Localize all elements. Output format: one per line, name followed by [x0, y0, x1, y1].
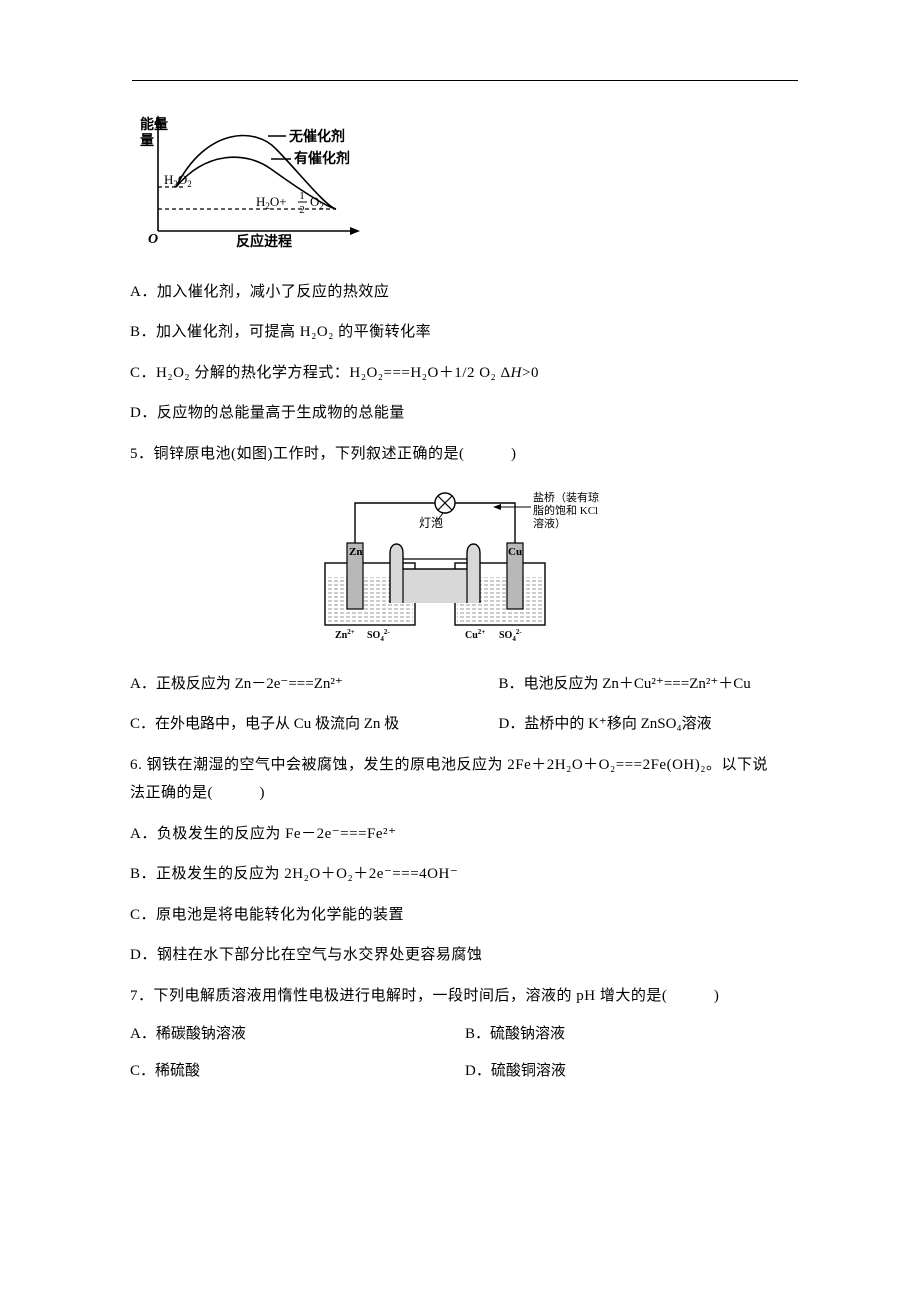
q6-opt-b: B．正极发生的反应为 2H₂O＋O₂＋2e⁻===4OH⁻	[130, 863, 800, 886]
q4-opt-c-H: H	[511, 365, 522, 381]
q4-opt-a-text: A．加入催化剂，减小了反应的热效应	[130, 284, 389, 300]
q5-opt-c: C．在外电路中，电子从 Cu 极流向 Zn 极	[130, 713, 499, 736]
q7-opts-cd: C．稀硫酸 D．硫酸铜溶液	[130, 1060, 800, 1083]
q4-opt-b-text: B．加入催化剂，可提高 H₂O₂ 的平衡转化率	[130, 324, 431, 340]
q7-opt-d: D．硫酸铜溶液	[465, 1060, 800, 1083]
left-ion2: SO42-	[367, 628, 390, 643]
q4-opt-b: B．加入催化剂，可提高 H₂O₂ 的平衡转化率	[130, 321, 800, 344]
q4-opt-c: C．H₂O₂ 分解的热化学方程式：H₂O₂===H₂O＋1/2 O₂ ΔH>0	[130, 362, 800, 385]
right-ion1: Cu2+	[465, 628, 485, 641]
q4-opt-c-prefix: C．H₂O₂ 分解的热化学方程式：H₂O₂===H₂O＋1/2 O₂ Δ	[130, 365, 511, 381]
y-label-2: 量	[140, 133, 154, 149]
q7-opt-a: A．稀碳酸钠溶液	[130, 1023, 465, 1046]
q7-stem: 7．下列电解质溶液用惰性电极进行电解时，一段时间后，溶液的 pH 增大的是( )	[130, 985, 800, 1008]
salt-label-2: 脂的饱和 KCl	[533, 503, 598, 517]
label-catalyst: 有催化剂	[294, 150, 350, 167]
wire-right	[455, 503, 515, 543]
product-species-1: H2O+	[256, 194, 287, 211]
salt-label-1: 盐桥（装有琼	[533, 490, 599, 504]
salt-label-3: 溶液）	[533, 516, 566, 530]
q4-opt-a: A．加入催化剂，减小了反应的热效应	[130, 281, 800, 304]
salt-pointer-arrow	[493, 504, 501, 510]
q7-opt-b: B．硫酸钠溶液	[465, 1023, 800, 1046]
origin-label: O	[148, 232, 158, 247]
q6-opt-d: D．钢柱在水下部分比在空气与水交界处更容易腐蚀	[130, 944, 800, 967]
q6-opt-c: C．原电池是将电能转化为化学能的装置	[130, 904, 800, 927]
frac-top: 1	[299, 190, 305, 202]
x-label: 反应进程	[236, 233, 292, 249]
q4-opt-d: D．反应物的总能量高于生成物的总能量	[130, 402, 800, 425]
energy-diagram-svg: 能量 量 无催化剂 有催化剂 H2O2 H2O+ 1 2 O2 O 反应进程	[136, 109, 366, 249]
zn-label: Zn	[349, 546, 362, 558]
q4-opt-d-text: D．反应物的总能量高于生成物的总能量	[130, 405, 405, 421]
q5-opt-d: D．盐桥中的 K⁺移向 ZnSO₄溶液	[499, 713, 801, 736]
q7-opts-ab: A．稀碳酸钠溶液 B．硫酸钠溶液	[130, 1023, 800, 1046]
q5-opt-b: B．电池反应为 Zn＋Cu²⁺===Zn²⁺＋Cu	[499, 673, 801, 696]
left-ion1: Zn2+	[335, 628, 355, 641]
cell-svg: 灯泡 盐桥（装有琼 脂的饱和 KCl 溶液） Zn Cu Zn2+ SO42- …	[305, 483, 625, 643]
q4-opt-c-suffix: >0	[522, 365, 539, 381]
top-rule	[132, 80, 798, 81]
q6-opt-a: A．负极发生的反应为 Fe－2e⁻===Fe²⁺	[130, 823, 800, 846]
q5-opt-a: A．正极反应为 Zn－2e⁻===Zn²⁺	[130, 673, 499, 696]
right-ion2: SO42-	[499, 628, 522, 643]
galvanic-cell-diagram: 灯泡 盐桥（装有琼 脂的饱和 KCl 溶液） Zn Cu Zn2+ SO42- …	[130, 483, 800, 651]
q5-opts-cd: C．在外电路中，电子从 Cu 极流向 Zn 极 D．盐桥中的 K⁺移向 ZnSO…	[130, 713, 800, 736]
q5-opts-ab: A．正极反应为 Zn－2e⁻===Zn²⁺ B．电池反应为 Zn＋Cu²⁺===…	[130, 673, 800, 696]
x-axis-arrow	[350, 227, 360, 235]
cu-label: Cu	[508, 546, 522, 558]
product-species-2: O2	[310, 194, 324, 211]
q6-stem-1: 6. 钢铁在潮湿的空气中会被腐蚀，发生的原电池反应为 2Fe＋2H₂O＋O₂==…	[130, 754, 800, 777]
q5-stem: 5．铜锌原电池(如图)工作时，下列叙述正确的是( )	[130, 443, 800, 466]
q7-opt-c: C．稀硫酸	[130, 1060, 465, 1083]
label-no-catalyst: 无催化剂	[288, 128, 345, 145]
y-label-1: 能量	[140, 116, 168, 133]
q6-stem-2: 法正确的是( )	[130, 782, 800, 805]
frac-bot: 2	[299, 204, 305, 216]
q5-stem-text: 5．铜锌原电池(如图)工作时，下列叙述正确的是( )	[130, 446, 516, 462]
energy-diagram: 能量 量 无催化剂 有催化剂 H2O2 H2O+ 1 2 O2 O 反应进程	[136, 109, 800, 257]
